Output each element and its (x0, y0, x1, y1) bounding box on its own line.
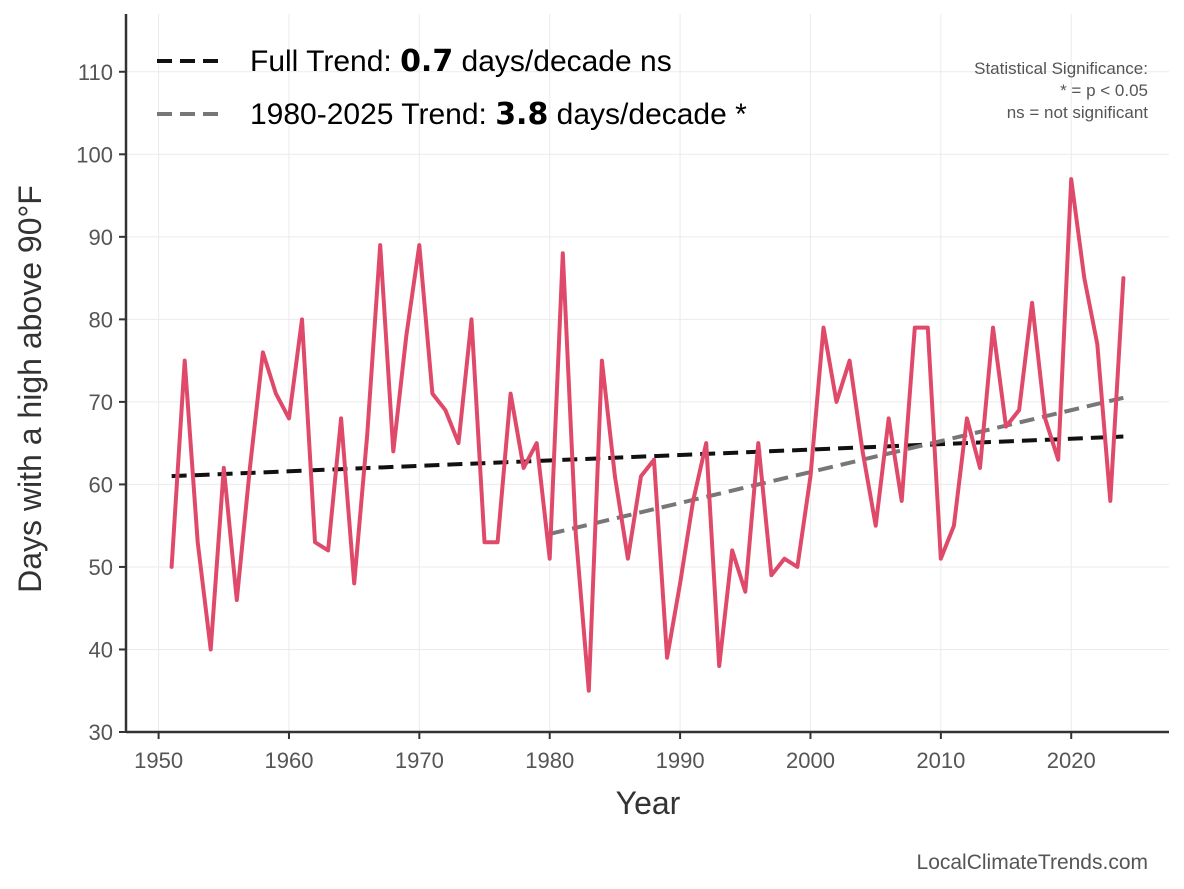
series (169, 177, 1126, 693)
significance-line-2: ns = not significant (1007, 103, 1149, 122)
y-tick-label: 90 (89, 225, 113, 250)
x-tick-label: 1970 (395, 748, 444, 773)
x-tick-label: 2000 (786, 748, 835, 773)
legend-full-value: 0.7 (400, 44, 453, 79)
legend: Full Trend: 0.7 days/decade ns 1980-2025… (157, 44, 747, 132)
x-axis-title: Year (616, 785, 681, 821)
y-tick-label: 40 (89, 637, 113, 662)
trend-line-1980-2025 (549, 395, 1124, 536)
x-tick-label: 1990 (656, 748, 705, 773)
y-tick-label: 80 (89, 307, 113, 332)
legend-recent-value: 3.8 (495, 97, 548, 132)
ticks: 30 40 50 60 70 80 90 100 110 1950 1960 1970 1980 1990… (76, 60, 1095, 773)
y-tick-label: 30 (89, 720, 113, 745)
watermark: LocalClimateTrends.com (917, 851, 1148, 874)
y-tick-label: 100 (76, 142, 113, 167)
y-tick-label: 70 (89, 390, 113, 415)
y-tick-label: 50 (89, 555, 113, 580)
legend-recent-suffix: days/decade * (548, 98, 747, 131)
legend-label-recent-trend: 1980-2025 Trend: 3.8 days/decade * (250, 97, 747, 132)
x-tick-label: 1980 (525, 748, 574, 773)
legend-full-prefix: Full Trend: (250, 45, 400, 78)
series-line-days-above-90 (169, 177, 1126, 693)
significance-line-1: * = p < 0.05 (1060, 81, 1148, 100)
x-tick-label: 2020 (1047, 748, 1096, 773)
significance-title: Statistical Significance: (974, 59, 1148, 78)
legend-full-suffix: days/decade ns (453, 45, 671, 78)
y-tick-label: 60 (89, 472, 113, 497)
grid (126, 14, 1169, 733)
y-tick-label: 110 (78, 60, 113, 85)
significance-note: Statistical Significance: * = p < 0.05 n… (974, 59, 1148, 122)
y-axis-title: Days with a high above 90°F (12, 185, 48, 593)
x-tick-label: 2010 (916, 748, 965, 773)
legend-recent-prefix: 1980-2025 Trend: (250, 98, 495, 131)
axes (124, 14, 1169, 734)
legend-label-full-trend: Full Trend: 0.7 days/decade ns (250, 44, 672, 79)
x-tick-label: 1950 (134, 748, 183, 773)
x-tick-label: 1960 (264, 748, 313, 773)
